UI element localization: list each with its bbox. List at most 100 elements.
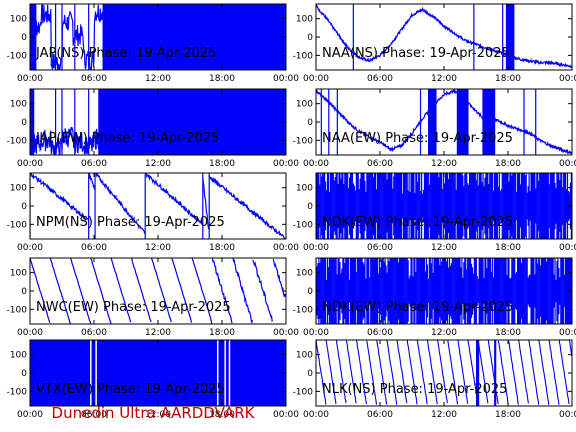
x-tick-label: 12:00 (431, 243, 457, 253)
x-tick-label: 18:00 (495, 243, 521, 253)
x-tick-label: 12:00 (431, 74, 457, 84)
chart-title: NAA(NS) Phase: 19-Apr-2025 (322, 46, 510, 61)
x-tick-label: 00:00 (303, 74, 329, 84)
series-line (211, 258, 233, 324)
y-tick-label: 0 (307, 369, 313, 379)
y-tick-label: 100 (10, 351, 27, 361)
dense-block (428, 89, 437, 155)
x-tick-label: 00:00 (559, 159, 576, 169)
y-tick-label: -100 (293, 305, 314, 315)
chart-9: 00:00 06:00 12:00 18:00 00:00 100 0 -100 VTX(EW)… (7, 339, 299, 420)
x-tick-label: 18:00 (209, 410, 235, 420)
y-tick-label: 100 (10, 100, 27, 110)
x-tick-label: 06:00 (81, 328, 107, 338)
y-tick-label: -100 (293, 387, 314, 397)
series-line (325, 340, 337, 404)
x-tick-label: 12:00 (145, 74, 171, 84)
x-tick-label: 00:00 (559, 410, 576, 420)
x-tick-label: 12:00 (145, 328, 171, 338)
series-line (171, 258, 193, 323)
series-line (30, 4, 106, 70)
series-line (130, 258, 152, 323)
y-tick-label: 100 (296, 351, 313, 361)
series-line (110, 258, 132, 323)
y-tick-label: 0 (307, 118, 313, 128)
chart-6: 00:00 06:00 12:00 18:00 00:00 100 0 -100 NDK(EW)… (293, 172, 576, 253)
y-tick-label: -100 (7, 387, 28, 397)
x-tick-label: 06:00 (81, 74, 107, 84)
series-line (30, 126, 106, 155)
series-line (396, 340, 408, 404)
chart-2: 00:00 06:00 12:00 18:00 00:00 100 0 -100 NAA(NS)… (293, 3, 576, 84)
series-line (518, 340, 530, 404)
y-tick-label: 0 (307, 202, 313, 212)
series-line (345, 340, 357, 404)
series-line (49, 258, 72, 324)
y-tick-label: 0 (21, 369, 27, 379)
chart-8: 00:00 06:00 12:00 18:00 00:00 100 0 -100 NDK(EW)… (293, 257, 576, 338)
x-tick-label: 12:00 (431, 159, 457, 169)
chart-title: NPM(NS) Phase: 19-Apr-2025 (36, 215, 225, 230)
trace-group (316, 4, 572, 70)
y-tick-label: 100 (296, 15, 313, 25)
x-tick-label: 00:00 (17, 159, 43, 169)
series-line (538, 340, 550, 405)
y-tick-label: 0 (21, 33, 27, 43)
y-tick-label: 0 (21, 118, 27, 128)
x-tick-label: 06:00 (367, 159, 393, 169)
chart-7: 00:00 06:00 12:00 18:00 00:00 100 0 -100 NWC(EW)… (7, 257, 299, 338)
series-line (191, 258, 213, 324)
x-tick-label: 00:00 (559, 243, 576, 253)
dense-block (30, 340, 286, 406)
x-tick-label: 00:00 (303, 243, 329, 253)
chart-1: 00:00 06:00 12:00 18:00 00:00 100 0 -100 JAP(NS)… (7, 3, 299, 84)
series-line (356, 340, 367, 405)
x-tick-label: 18:00 (209, 159, 235, 169)
dense-block (505, 4, 515, 70)
series-line (316, 89, 572, 155)
x-tick-label: 12:00 (145, 159, 171, 169)
x-tick-label: 18:00 (209, 328, 235, 338)
x-tick-label: 06:00 (81, 159, 107, 169)
series-line (437, 340, 448, 404)
trace-group (316, 340, 572, 406)
y-tick-label: 0 (21, 287, 27, 297)
chart-title: NDK(EW) Phase: 19-Apr-2025 (322, 300, 513, 315)
trace-group (30, 89, 286, 155)
trace-group (30, 258, 286, 324)
dense-block (494, 340, 497, 406)
y-tick-label: -100 (7, 136, 28, 146)
series-line (335, 340, 347, 404)
series-line (95, 173, 146, 234)
series-line (252, 259, 274, 322)
y-tick-label: -100 (293, 51, 314, 61)
series-line (416, 340, 428, 405)
x-tick-label: 12:00 (431, 328, 457, 338)
x-tick-label: 00:00 (303, 410, 329, 420)
x-tick-label: 18:00 (495, 74, 521, 84)
series-line (487, 340, 499, 405)
x-tick-label: 06:00 (367, 243, 393, 253)
trace-group (30, 173, 286, 239)
footer-label: Dunedin Ultra AARDDVARK (51, 404, 255, 422)
series-line (88, 173, 96, 191)
x-tick-label: 18:00 (209, 74, 235, 84)
y-tick-label: 100 (10, 15, 27, 25)
x-tick-label: 18:00 (495, 328, 521, 338)
x-tick-label: 00:00 (303, 159, 329, 169)
chart-4: 00:00 06:00 12:00 18:00 00:00 100 0 -100 NAA(EW)… (293, 88, 576, 169)
x-tick-label: 00:00 (17, 74, 43, 84)
x-tick-label: 00:00 (559, 328, 576, 338)
series-line (386, 340, 398, 405)
x-tick-label: 06:00 (367, 410, 393, 420)
y-tick-label: -100 (7, 51, 28, 61)
chart-title: VTX(EW) Phase: 19-Apr-2025 (36, 382, 225, 397)
x-tick-label: 00:00 (17, 328, 43, 338)
dense-block (456, 89, 469, 155)
dense-block (482, 89, 496, 155)
series-line (376, 340, 388, 405)
series-line (316, 4, 572, 69)
chart-title: JAP(EW) Phase: 19-Apr-2025 (35, 131, 219, 146)
